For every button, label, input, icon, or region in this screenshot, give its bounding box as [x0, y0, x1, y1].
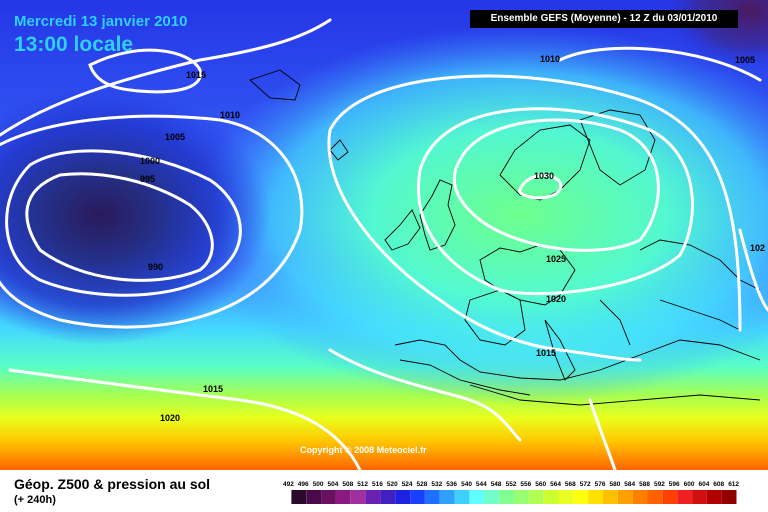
legend-value-label: 600 — [684, 481, 695, 488]
map-title: Géop. Z500 & pression au sol — [14, 476, 211, 492]
legend-color-swatch — [721, 490, 737, 504]
isobar-label: 1005 — [165, 132, 185, 142]
legend-value-label: 588 — [639, 481, 650, 488]
legend-value-label: 528 — [417, 481, 428, 488]
legend-color-swatch — [692, 490, 707, 504]
legend-value-label: 536 — [446, 481, 457, 488]
legend-color-swatch — [335, 490, 351, 504]
copyright-notice: Copyright © 2008 Meteociel.fr — [300, 445, 427, 455]
legend-value-label: 576 — [595, 481, 606, 488]
legend-color-swatch — [306, 490, 322, 504]
legend-color-swatch — [528, 490, 544, 504]
isobars — [0, 18, 768, 470]
legend-color-swatch — [499, 490, 514, 504]
legend-value-label: 512 — [357, 481, 368, 488]
legend-value-label: 604 — [699, 481, 710, 488]
legend-color-swatch — [350, 490, 366, 504]
legend-color-swatch — [395, 490, 411, 504]
legend-color-swatch — [484, 490, 500, 504]
legend-color-swatch — [573, 490, 589, 504]
legend-color-swatch — [632, 490, 648, 504]
legend-value-label: 608 — [713, 481, 724, 488]
isobar-label: 1015 — [536, 348, 556, 358]
legend-value-label: 496 — [298, 481, 309, 488]
isobar-label: 990 — [148, 262, 163, 272]
legend-color-swatch — [543, 490, 559, 504]
color-scale-legend: 492 496 500 504 508 512 516 520 524 528 532 536 540 5… — [283, 481, 739, 504]
legend-color-swatch — [380, 490, 396, 504]
legend-color-swatch — [588, 490, 603, 504]
legend-value-label: 504 — [328, 481, 339, 488]
legend-color-swatch — [647, 490, 663, 504]
legend-color-swatch — [617, 490, 633, 504]
legend-color-swatch — [603, 490, 618, 504]
legend-value-label: 500 — [313, 481, 324, 488]
legend-color-swatch — [677, 490, 692, 504]
legend-color-swatch — [291, 490, 307, 504]
legend-color-swatch — [558, 490, 574, 504]
legend-value-label: 532 — [431, 481, 442, 488]
legend-value-label: 492 — [283, 481, 294, 488]
model-run-label: Ensemble GEFS (Moyenne) - 12 Z du 03/01/… — [470, 10, 738, 28]
legend-color-swatch — [662, 490, 678, 504]
isobar-label: 1020 — [546, 294, 566, 304]
isobar-label: 995 — [140, 174, 155, 184]
legend-value-label: 508 — [342, 481, 353, 488]
legend-value-label: 524 — [402, 481, 413, 488]
isobar-label: 1010 — [540, 54, 560, 64]
legend-value-label: 580 — [610, 481, 621, 488]
forecast-date: Mercredi 13 janvier 2010 — [14, 13, 188, 30]
legend-color-swatch — [365, 490, 381, 504]
legend-value-label: 552 — [506, 481, 517, 488]
isobar-label: 1000 — [140, 156, 160, 166]
legend-value-label: 548 — [491, 481, 502, 488]
legend-color-swatch — [410, 490, 425, 504]
legend-color-swatch — [469, 490, 485, 504]
legend-value-label: 592 — [654, 481, 665, 488]
isobar-label: 1005 — [735, 55, 755, 65]
legend-color-swatch — [425, 490, 440, 504]
legend-color-swatch — [439, 490, 455, 504]
isobar-label: 1010 — [220, 110, 240, 120]
isobar-label: 1030 — [534, 171, 554, 181]
legend-value-label: 560 — [535, 481, 546, 488]
legend-value-label: 568 — [565, 481, 576, 488]
legend-value-label: 612 — [728, 481, 739, 488]
legend-value-label: 520 — [387, 481, 398, 488]
isobar-label: 1025 — [546, 254, 566, 264]
legend-value-label: 584 — [624, 481, 635, 488]
weather-map: 1015 1010 1005 1000 995 990 1015 1020 10… — [0, 0, 768, 470]
isobar-label: 1015 — [203, 384, 223, 394]
legend-value-label: 544 — [476, 481, 487, 488]
legend-color-swatch — [321, 490, 336, 504]
legend-value-label: 564 — [550, 481, 561, 488]
legend-value-label: 540 — [461, 481, 472, 488]
forecast-local-time: 13:00 locale — [14, 33, 134, 56]
isobar-label: 1015 — [186, 70, 206, 80]
isobar-label: 102 — [750, 243, 765, 253]
legend-value-label: 596 — [669, 481, 680, 488]
forecast-lead-time: (+ 240h) — [14, 494, 56, 506]
isobar-label: 1020 — [160, 413, 180, 423]
legend-value-label: 556 — [520, 481, 531, 488]
legend-color-swatch — [706, 490, 722, 504]
legend-value-label: 516 — [372, 481, 383, 488]
legend-value-label: 572 — [580, 481, 591, 488]
legend-color-swatch — [514, 490, 529, 504]
legend-color-swatch — [454, 490, 470, 504]
